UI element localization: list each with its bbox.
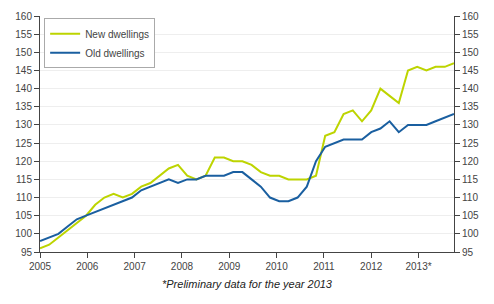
svg-text:Old dwellings: Old dwellings [85,48,144,59]
svg-text:100: 100 [462,228,479,239]
svg-text:160: 160 [462,11,479,22]
svg-text:135: 135 [462,101,479,112]
svg-text:*Preliminary data for the year: *Preliminary data for the year 2013 [162,278,333,290]
svg-text:115: 115 [16,174,32,185]
svg-text:2012: 2012 [360,261,383,272]
svg-text:2011: 2011 [313,261,335,272]
svg-text:2013*: 2013* [405,261,431,272]
svg-text:125: 125 [462,138,479,149]
svg-text:100: 100 [15,228,32,239]
svg-text:130: 130 [462,119,479,130]
svg-text:160: 160 [15,11,32,22]
svg-text:105: 105 [462,210,479,221]
svg-text:140: 140 [462,83,479,94]
svg-text:2008: 2008 [171,261,194,272]
svg-text:125: 125 [15,138,32,149]
svg-text:155: 155 [462,29,479,40]
svg-text:130: 130 [15,119,32,130]
svg-text:150: 150 [462,47,479,58]
svg-text:2007: 2007 [124,261,147,272]
svg-text:105: 105 [15,210,32,221]
svg-text:150: 150 [15,47,32,58]
svg-text:110: 110 [16,192,32,203]
svg-text:145: 145 [15,65,32,76]
svg-text:135: 135 [15,101,32,112]
svg-text:120: 120 [462,156,479,167]
svg-text:2010: 2010 [265,261,288,272]
svg-text:140: 140 [15,83,32,94]
svg-text:145: 145 [462,65,479,76]
svg-text:155: 155 [15,29,32,40]
svg-text:95: 95 [462,247,474,258]
svg-text:2006: 2006 [76,261,99,272]
svg-text:110: 110 [462,192,478,203]
svg-text:120: 120 [15,156,32,167]
svg-text:115: 115 [462,174,478,185]
svg-text:New dwellings: New dwellings [85,29,149,40]
svg-text:2005: 2005 [29,261,52,272]
svg-text:2009: 2009 [218,261,241,272]
svg-text:95: 95 [21,247,33,258]
